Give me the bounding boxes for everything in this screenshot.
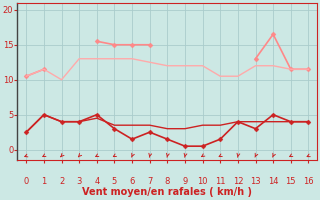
X-axis label: Vent moyen/en rafales ( km/h ): Vent moyen/en rafales ( km/h ) bbox=[82, 187, 252, 197]
